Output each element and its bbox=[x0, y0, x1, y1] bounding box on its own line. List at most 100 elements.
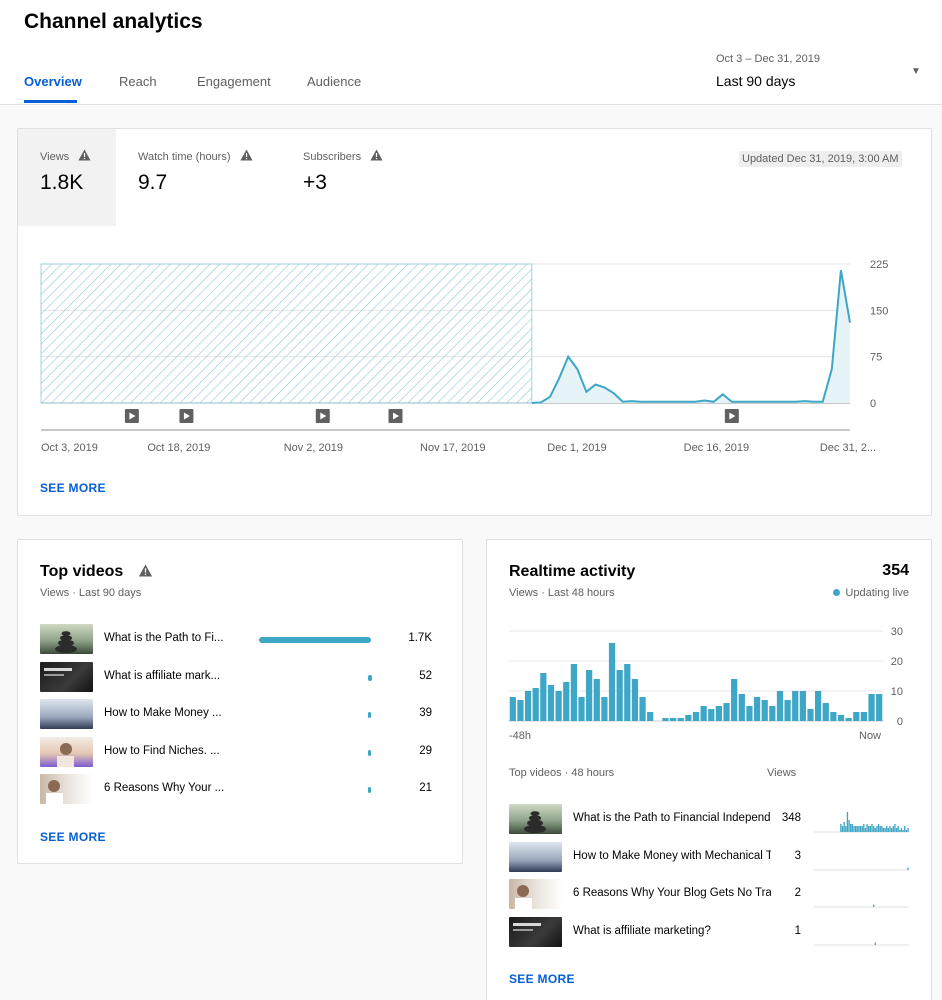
top-video-views: 39 bbox=[419, 707, 432, 719]
tab-overview[interactable]: Overview bbox=[24, 74, 82, 89]
top-video-title[interactable]: How to Make Money ... bbox=[104, 707, 222, 719]
video-publish-marker-icon[interactable] bbox=[179, 409, 194, 423]
updated-timestamp: Updated Dec 31, 2019, 3:00 AM bbox=[739, 151, 902, 167]
views-chart: 0 75 150 225 Oct 3, 2019 Oct 18, 2019 Nov 2, 2… bbox=[40, 259, 888, 454]
realtime-video-title[interactable]: What is the Path to Financial Independen… bbox=[573, 812, 771, 824]
realtime-bar bbox=[677, 718, 684, 721]
realtime-video-title[interactable]: How to Make Money with Mechanical Turk bbox=[573, 849, 771, 862]
realtime-see-more-link[interactable]: SEE MORE bbox=[509, 972, 575, 986]
metric-tab-views[interactable]: Views 1.8K bbox=[18, 129, 116, 226]
realtime-chart: 0 10 20 30 bbox=[509, 626, 903, 728]
metric-label: Views bbox=[40, 151, 70, 163]
realtime-bar bbox=[685, 715, 692, 721]
realtime-bar bbox=[807, 709, 814, 721]
x-tick-label: Dec 16, 2019 bbox=[684, 442, 749, 454]
realtime-video-views: 1 bbox=[794, 924, 801, 937]
realtime-bar bbox=[669, 718, 677, 721]
tab-engagement[interactable]: Engagement bbox=[197, 74, 271, 89]
video-publish-marker-icon[interactable] bbox=[388, 409, 403, 423]
realtime-video-row[interactable]: 6 Reasons Why Your Blog Gets No Traffic 2 bbox=[509, 879, 909, 911]
live-dot-icon bbox=[833, 589, 841, 596]
video-publish-marker-icon[interactable] bbox=[724, 409, 739, 423]
metric-value: 1.8K bbox=[40, 171, 84, 194]
metric-value: +3 bbox=[303, 171, 327, 194]
realtime-bar bbox=[540, 673, 547, 721]
warning-icon bbox=[239, 149, 253, 161]
realtime-bar bbox=[815, 691, 822, 721]
metric-tab-subscribers[interactable]: Subscribers +3 bbox=[281, 129, 421, 226]
video-thumbnail[interactable] bbox=[40, 624, 93, 654]
top-video-row[interactable]: How to Make Money ... 39 bbox=[40, 699, 440, 731]
realtime-bar bbox=[837, 715, 845, 721]
overview-card: Views 1.8K Watch time (hours) 9.7 Subscr… bbox=[17, 128, 932, 516]
top-video-views: 21 bbox=[419, 782, 432, 794]
top-video-title[interactable]: What is the Path to Fi... bbox=[104, 632, 224, 644]
date-range-selector[interactable]: Last 90 days bbox=[716, 73, 796, 89]
top-video-title[interactable]: 6 Reasons Why Your ... bbox=[104, 782, 225, 794]
views-area bbox=[531, 270, 850, 403]
top-video-row[interactable]: 6 Reasons Why Your ... 21 bbox=[40, 774, 440, 806]
realtime-bar bbox=[799, 691, 806, 721]
realtime-bar bbox=[845, 718, 852, 721]
metric-tab-watch-time[interactable]: Watch time (hours) 9.7 bbox=[116, 129, 281, 226]
top-videos-see-more-link[interactable]: SEE MORE bbox=[40, 830, 106, 844]
video-thumbnail[interactable] bbox=[509, 916, 562, 947]
updating-live-indicator: Updating live bbox=[833, 587, 909, 599]
realtime-video-sparkline bbox=[814, 904, 909, 908]
dropdown-caret-icon[interactable]: ▼ bbox=[911, 66, 921, 77]
realtime-bar bbox=[586, 670, 593, 721]
realtime-bar bbox=[723, 703, 730, 721]
realtime-axis-end: Now bbox=[859, 730, 882, 742]
realtime-video-title[interactable]: 6 Reasons Why Your Blog Gets No Traffic bbox=[573, 887, 771, 899]
y-tick-label: 75 bbox=[870, 352, 882, 364]
realtime-bar bbox=[746, 706, 753, 721]
date-range-text[interactable]: Oct 3 – Dec 31, 2019 bbox=[716, 53, 820, 65]
realtime-video-title[interactable]: What is affiliate marketing? bbox=[573, 924, 711, 937]
video-thumbnail[interactable] bbox=[40, 699, 93, 729]
video-thumbnail[interactable] bbox=[40, 661, 93, 692]
active-tab-indicator bbox=[24, 100, 77, 103]
top-video-views: 29 bbox=[419, 744, 432, 757]
video-thumbnail[interactable] bbox=[509, 804, 562, 834]
realtime-video-row[interactable]: What is the Path to Financial Independen… bbox=[509, 804, 909, 836]
realtime-bar bbox=[608, 643, 616, 721]
tab-reach[interactable]: Reach bbox=[119, 74, 157, 89]
video-thumbnail[interactable] bbox=[40, 736, 93, 767]
overview-see-more-link[interactable]: SEE MORE bbox=[40, 481, 106, 495]
top-videos-subtitle: Views · Last 90 days bbox=[40, 587, 142, 599]
top-video-row[interactable]: How to Find Niches. ... 29 bbox=[40, 736, 440, 769]
realtime-bar bbox=[853, 712, 860, 721]
y-tick-label: 225 bbox=[870, 259, 888, 271]
video-publish-marker-icon[interactable] bbox=[315, 409, 330, 423]
metric-label: Watch time (hours) bbox=[138, 151, 231, 163]
video-thumbnail[interactable] bbox=[509, 841, 562, 872]
top-video-row[interactable]: What is affiliate mark... 52 bbox=[40, 661, 440, 694]
realtime-video-views: 2 bbox=[794, 887, 801, 899]
top-video-views: 1.7K bbox=[408, 632, 432, 644]
warning-icon bbox=[78, 149, 91, 161]
realtime-axis-start: -48h bbox=[509, 730, 532, 742]
realtime-bar bbox=[769, 706, 776, 721]
top-video-title[interactable]: What is affiliate mark... bbox=[104, 669, 221, 682]
realtime-video-row[interactable]: How to Make Money with Mechanical Turk 3 bbox=[509, 841, 909, 874]
y-tick-label: 30 bbox=[891, 626, 903, 638]
realtime-video-row[interactable]: What is affiliate marketing? 1 bbox=[509, 916, 909, 949]
video-thumbnail[interactable] bbox=[509, 879, 562, 909]
y-tick-label: 0 bbox=[870, 398, 876, 410]
x-tick-label: Dec 31, 2... bbox=[820, 442, 876, 454]
top-video-title[interactable]: How to Find Niches. ... bbox=[104, 744, 220, 757]
top-video-views-bar bbox=[368, 712, 371, 718]
realtime-bar bbox=[524, 691, 532, 721]
realtime-bar bbox=[830, 712, 837, 721]
x-tick-label: Dec 1, 2019 bbox=[547, 442, 606, 454]
top-video-row[interactable]: What is the Path to Fi... 1.7K bbox=[40, 624, 440, 656]
y-tick-label: 20 bbox=[891, 656, 903, 668]
video-thumbnail[interactable] bbox=[40, 774, 93, 804]
realtime-bar bbox=[700, 706, 707, 721]
video-publish-marker-icon[interactable] bbox=[124, 409, 139, 423]
tab-audience[interactable]: Audience bbox=[307, 74, 362, 89]
realtime-bar bbox=[631, 679, 639, 721]
top-video-views: 52 bbox=[419, 669, 432, 682]
realtime-title: Realtime activity bbox=[509, 563, 636, 580]
